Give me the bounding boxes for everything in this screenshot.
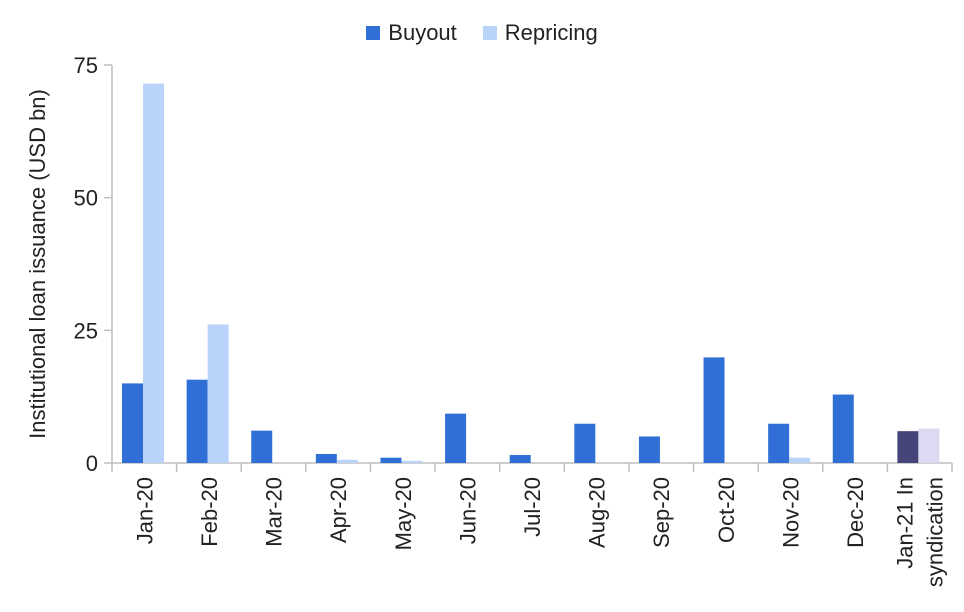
x-tick-label-line: Apr-20 bbox=[326, 477, 351, 543]
bar-repricing bbox=[207, 324, 229, 463]
x-tick-label: Jun-20 bbox=[455, 477, 480, 544]
x-tick-label: Jan-20 bbox=[132, 477, 157, 544]
x-tick-label-line: Oct-20 bbox=[714, 477, 739, 543]
bar-repricing bbox=[143, 83, 164, 463]
x-tick-label-line: Jan-20 bbox=[132, 477, 157, 544]
legend-label-repricing: Repricing bbox=[504, 20, 598, 45]
legend-item-repricing: Repricing bbox=[482, 20, 598, 46]
x-tick-label: Aug-20 bbox=[585, 477, 610, 548]
bars bbox=[122, 83, 940, 463]
axes bbox=[104, 64, 953, 472]
x-tick-label: Apr-20 bbox=[326, 477, 351, 543]
x-tick-label-line: syndication bbox=[923, 477, 948, 587]
bar-buyout bbox=[574, 423, 596, 463]
bar-buyout bbox=[509, 455, 531, 463]
bar-buyout bbox=[251, 430, 273, 463]
x-tick-label: Jul-20 bbox=[520, 477, 545, 537]
bar-repricing bbox=[401, 460, 423, 463]
bar-buyout bbox=[703, 357, 725, 463]
bar-buyout bbox=[897, 431, 919, 463]
legend-swatch-buyout bbox=[366, 26, 381, 40]
bar-buyout bbox=[445, 413, 467, 463]
bar-repricing bbox=[336, 459, 358, 463]
legend-swatch-repricing bbox=[482, 26, 497, 40]
bar-buyout bbox=[832, 394, 854, 463]
x-tick-label-line: Dec-20 bbox=[843, 477, 868, 548]
x-tick-label-line: Aug-20 bbox=[585, 477, 610, 548]
legend-label-buyout: Buyout bbox=[388, 20, 457, 45]
y-tick-label: 75 bbox=[74, 53, 98, 78]
bar-repricing bbox=[918, 428, 940, 463]
x-tick-label-line: Sep-20 bbox=[649, 477, 674, 548]
x-tick-label: May-20 bbox=[391, 477, 416, 550]
x-tick-label: Sep-20 bbox=[649, 477, 674, 548]
y-tick-label: 50 bbox=[74, 186, 98, 211]
legend: Buyout Repricing bbox=[0, 20, 964, 46]
legend-item-buyout: Buyout bbox=[366, 20, 457, 46]
x-tick-label-line: Jan-21 In bbox=[893, 477, 918, 569]
x-tick-label: Dec-20 bbox=[843, 477, 868, 548]
x-tick-label: Jan-21 In syndication bbox=[893, 477, 948, 587]
bar-buyout bbox=[122, 383, 143, 463]
bar-buyout bbox=[186, 379, 208, 463]
x-tick-label-line: Feb-20 bbox=[197, 477, 222, 547]
y-tick-label: 0 bbox=[86, 451, 98, 476]
x-tick-label: Oct-20 bbox=[714, 477, 739, 543]
bar-repricing bbox=[789, 457, 811, 463]
bar-buyout bbox=[315, 453, 337, 463]
x-tick-label: Feb-20 bbox=[197, 477, 222, 547]
x-tick-label-line: Jun-20 bbox=[455, 477, 480, 544]
x-tick-label-line: Jul-20 bbox=[520, 477, 545, 537]
bar-buyout bbox=[380, 457, 402, 463]
bar-buyout bbox=[768, 423, 790, 463]
x-tick-label-line: May-20 bbox=[391, 477, 416, 550]
y-tick-label: 25 bbox=[74, 318, 98, 343]
bar-buyout bbox=[638, 436, 660, 463]
x-tick-label-line: Nov-20 bbox=[778, 477, 803, 548]
y-axis-label: Institutional loan issuance (USD bn) bbox=[25, 89, 50, 439]
x-tick-label: Nov-20 bbox=[778, 477, 803, 548]
labels: 0 25 50 75 Institutional loan issuance (USD … bbox=[25, 53, 948, 587]
x-tick-label-line: Mar-20 bbox=[262, 477, 287, 547]
x-tick-label: Mar-20 bbox=[262, 477, 287, 547]
